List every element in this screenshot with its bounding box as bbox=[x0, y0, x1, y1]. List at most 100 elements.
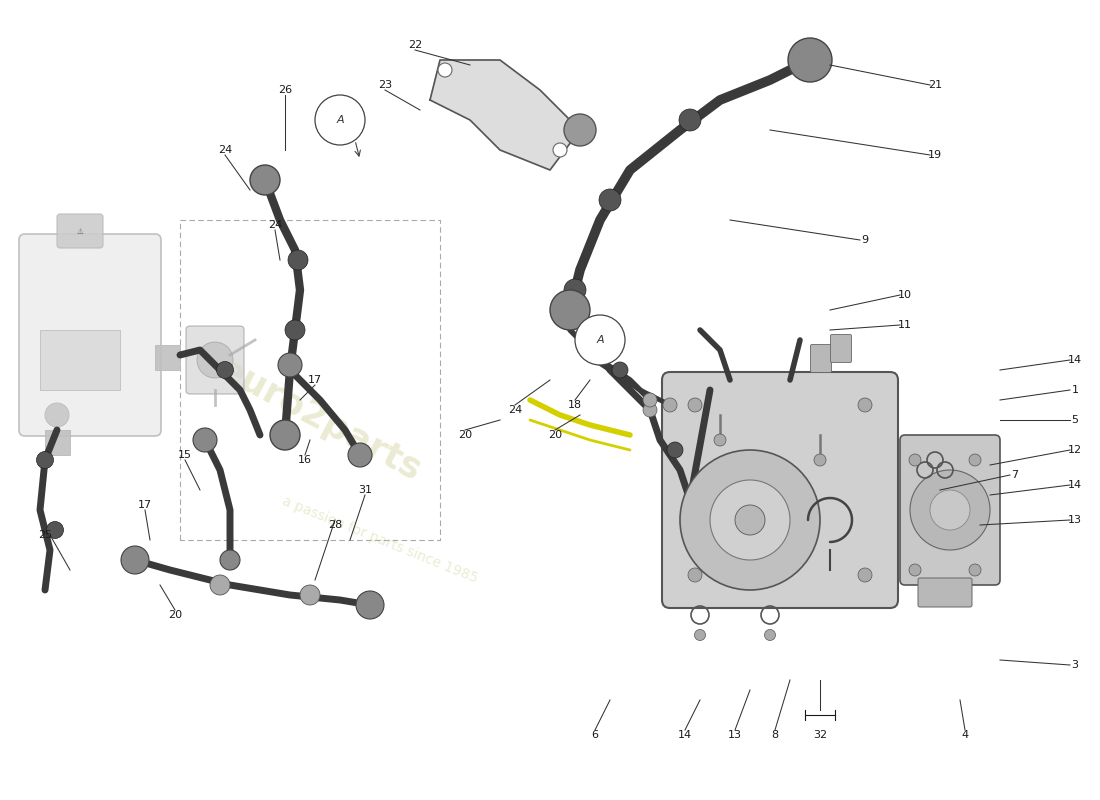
Bar bbox=[45, 430, 70, 455]
Text: 7: 7 bbox=[1011, 470, 1019, 480]
Circle shape bbox=[285, 320, 305, 340]
Text: 14: 14 bbox=[1068, 355, 1082, 365]
Circle shape bbox=[220, 550, 240, 570]
Circle shape bbox=[680, 450, 820, 590]
Circle shape bbox=[300, 585, 320, 605]
Circle shape bbox=[694, 630, 705, 641]
Circle shape bbox=[197, 342, 233, 378]
Text: 18: 18 bbox=[568, 400, 582, 410]
Text: 13: 13 bbox=[728, 730, 743, 740]
Circle shape bbox=[710, 480, 790, 560]
Text: 22: 22 bbox=[408, 40, 422, 50]
Text: 24: 24 bbox=[218, 145, 232, 155]
Circle shape bbox=[735, 505, 764, 535]
Circle shape bbox=[969, 564, 981, 576]
Circle shape bbox=[121, 546, 148, 574]
FancyBboxPatch shape bbox=[57, 214, 103, 248]
Circle shape bbox=[36, 451, 54, 469]
Circle shape bbox=[210, 575, 230, 595]
Circle shape bbox=[764, 630, 776, 641]
Text: 5: 5 bbox=[1071, 415, 1078, 425]
Circle shape bbox=[582, 332, 598, 348]
Circle shape bbox=[909, 564, 921, 576]
FancyBboxPatch shape bbox=[186, 326, 244, 394]
Circle shape bbox=[858, 398, 872, 412]
Polygon shape bbox=[430, 60, 580, 170]
Text: euro2parts: euro2parts bbox=[212, 352, 427, 488]
Text: 9: 9 bbox=[861, 235, 869, 245]
Text: 13: 13 bbox=[1068, 515, 1082, 525]
Text: 14: 14 bbox=[1068, 480, 1082, 490]
Text: 15: 15 bbox=[178, 450, 192, 460]
Circle shape bbox=[553, 143, 566, 157]
Circle shape bbox=[667, 442, 683, 458]
Text: 24: 24 bbox=[268, 220, 282, 230]
Circle shape bbox=[644, 403, 657, 417]
Text: A: A bbox=[596, 335, 604, 345]
Text: 20: 20 bbox=[458, 430, 472, 440]
Text: 32: 32 bbox=[813, 730, 827, 740]
Text: 25: 25 bbox=[37, 530, 52, 540]
Circle shape bbox=[575, 315, 625, 365]
Circle shape bbox=[714, 434, 726, 446]
Text: 14: 14 bbox=[678, 730, 692, 740]
FancyBboxPatch shape bbox=[900, 435, 1000, 585]
FancyBboxPatch shape bbox=[830, 334, 851, 362]
Text: A: A bbox=[337, 115, 344, 125]
Text: 20: 20 bbox=[548, 430, 562, 440]
Circle shape bbox=[438, 63, 452, 77]
Circle shape bbox=[688, 398, 702, 412]
Circle shape bbox=[217, 362, 233, 378]
FancyBboxPatch shape bbox=[662, 372, 898, 608]
Circle shape bbox=[348, 443, 372, 467]
Text: 8: 8 bbox=[771, 730, 779, 740]
Text: 3: 3 bbox=[1071, 660, 1078, 670]
Circle shape bbox=[600, 189, 621, 211]
Text: 17: 17 bbox=[308, 375, 322, 385]
Text: 21: 21 bbox=[928, 80, 942, 90]
Text: 26: 26 bbox=[278, 85, 293, 95]
Circle shape bbox=[356, 591, 384, 619]
Circle shape bbox=[679, 109, 701, 131]
Circle shape bbox=[688, 568, 702, 582]
Text: 16: 16 bbox=[298, 455, 312, 465]
Circle shape bbox=[250, 165, 280, 195]
Circle shape bbox=[46, 522, 64, 538]
Text: 12: 12 bbox=[1068, 445, 1082, 455]
Circle shape bbox=[663, 398, 676, 412]
FancyBboxPatch shape bbox=[811, 345, 832, 373]
Text: 4: 4 bbox=[961, 730, 969, 740]
Circle shape bbox=[814, 454, 826, 466]
Bar bbox=[155, 345, 180, 370]
Circle shape bbox=[270, 420, 300, 450]
Text: 20: 20 bbox=[168, 610, 183, 620]
Circle shape bbox=[910, 470, 990, 550]
FancyBboxPatch shape bbox=[918, 578, 972, 607]
Text: 1: 1 bbox=[1071, 385, 1078, 395]
Circle shape bbox=[45, 403, 69, 427]
Circle shape bbox=[930, 490, 970, 530]
Circle shape bbox=[858, 568, 872, 582]
Text: a passion for parts since 1985: a passion for parts since 1985 bbox=[280, 494, 480, 586]
Text: 10: 10 bbox=[898, 290, 912, 300]
Circle shape bbox=[564, 279, 586, 301]
Bar bbox=[40, 330, 120, 390]
Text: 24: 24 bbox=[508, 405, 522, 415]
Circle shape bbox=[788, 38, 832, 82]
Circle shape bbox=[278, 353, 303, 377]
Text: 23: 23 bbox=[378, 80, 392, 90]
Text: 6: 6 bbox=[592, 730, 598, 740]
Circle shape bbox=[550, 290, 590, 330]
Text: 11: 11 bbox=[898, 320, 912, 330]
Circle shape bbox=[315, 95, 365, 145]
Circle shape bbox=[969, 454, 981, 466]
Circle shape bbox=[644, 393, 657, 407]
Circle shape bbox=[564, 114, 596, 146]
Text: 17: 17 bbox=[138, 500, 152, 510]
FancyBboxPatch shape bbox=[19, 234, 161, 436]
Circle shape bbox=[192, 428, 217, 452]
Circle shape bbox=[288, 250, 308, 270]
Text: ⚠: ⚠ bbox=[77, 226, 84, 235]
Text: 28: 28 bbox=[328, 520, 342, 530]
Circle shape bbox=[612, 362, 628, 378]
